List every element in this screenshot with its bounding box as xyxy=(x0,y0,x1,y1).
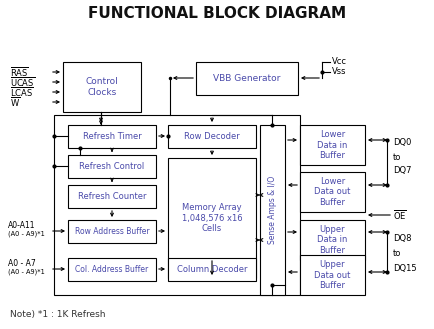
Text: Col. Address Buffer: Col. Address Buffer xyxy=(76,265,148,274)
Text: VBB Generator: VBB Generator xyxy=(214,74,281,83)
Text: Refresh Control: Refresh Control xyxy=(79,162,145,171)
Text: DQ0: DQ0 xyxy=(393,138,411,146)
Text: Row Decoder: Row Decoder xyxy=(184,132,240,141)
Text: $\overline{\rm LCAS}$: $\overline{\rm LCAS}$ xyxy=(10,85,33,99)
Text: A0-A11: A0-A11 xyxy=(8,220,36,230)
Text: FUNCTIONAL BLOCK DIAGRAM: FUNCTIONAL BLOCK DIAGRAM xyxy=(88,7,346,21)
Bar xyxy=(63,62,141,112)
Bar xyxy=(168,158,256,278)
Text: A0 - A7: A0 - A7 xyxy=(8,259,36,267)
Text: Column Decoder: Column Decoder xyxy=(177,265,247,274)
Text: Upper
Data in
Buffer: Upper Data in Buffer xyxy=(317,225,348,255)
Bar xyxy=(54,115,300,295)
Text: Row Address Buffer: Row Address Buffer xyxy=(75,227,149,236)
Bar xyxy=(260,125,285,295)
Bar xyxy=(196,62,298,95)
Text: Sense Amps & I/O: Sense Amps & I/O xyxy=(268,176,277,244)
Text: Refresh Timer: Refresh Timer xyxy=(82,132,141,141)
Text: Lower
Data in
Buffer: Lower Data in Buffer xyxy=(317,130,348,160)
Bar xyxy=(68,258,156,281)
Text: (A0 - A9)*1: (A0 - A9)*1 xyxy=(8,269,45,275)
Text: Lower
Data out
Buffer: Lower Data out Buffer xyxy=(314,177,351,207)
Bar xyxy=(68,185,156,208)
Bar xyxy=(168,125,256,148)
Text: DQ8: DQ8 xyxy=(393,234,411,242)
Text: Vss: Vss xyxy=(332,67,346,77)
Text: $\overline{\rm RAS}$: $\overline{\rm RAS}$ xyxy=(10,65,29,79)
Text: to: to xyxy=(393,248,401,258)
Bar xyxy=(300,220,365,260)
Bar xyxy=(300,255,365,295)
Text: DQ7: DQ7 xyxy=(393,165,411,174)
Text: DQ15: DQ15 xyxy=(393,264,417,272)
Text: to: to xyxy=(393,153,401,162)
Text: Control
Clocks: Control Clocks xyxy=(85,77,118,97)
Bar xyxy=(68,220,156,243)
Bar xyxy=(300,125,365,165)
Bar xyxy=(68,125,156,148)
Text: Refresh Counter: Refresh Counter xyxy=(78,192,146,201)
Text: Vcc: Vcc xyxy=(332,58,347,66)
Text: $\overline{\rm W}$: $\overline{\rm W}$ xyxy=(10,95,20,109)
Text: Upper
Data out
Buffer: Upper Data out Buffer xyxy=(314,260,351,290)
Text: (A0 - A9)*1: (A0 - A9)*1 xyxy=(8,231,45,237)
Bar xyxy=(168,258,256,281)
Bar xyxy=(300,172,365,212)
Text: $\overline{\rm OE}$: $\overline{\rm OE}$ xyxy=(393,208,407,222)
Bar xyxy=(68,155,156,178)
Text: Note) *1 : 1K Refresh: Note) *1 : 1K Refresh xyxy=(10,311,105,319)
Text: $\overline{\rm UCAS}$: $\overline{\rm UCAS}$ xyxy=(10,75,35,89)
Text: Memory Array
1,048,576 x16
Cells: Memory Array 1,048,576 x16 Cells xyxy=(182,203,242,233)
